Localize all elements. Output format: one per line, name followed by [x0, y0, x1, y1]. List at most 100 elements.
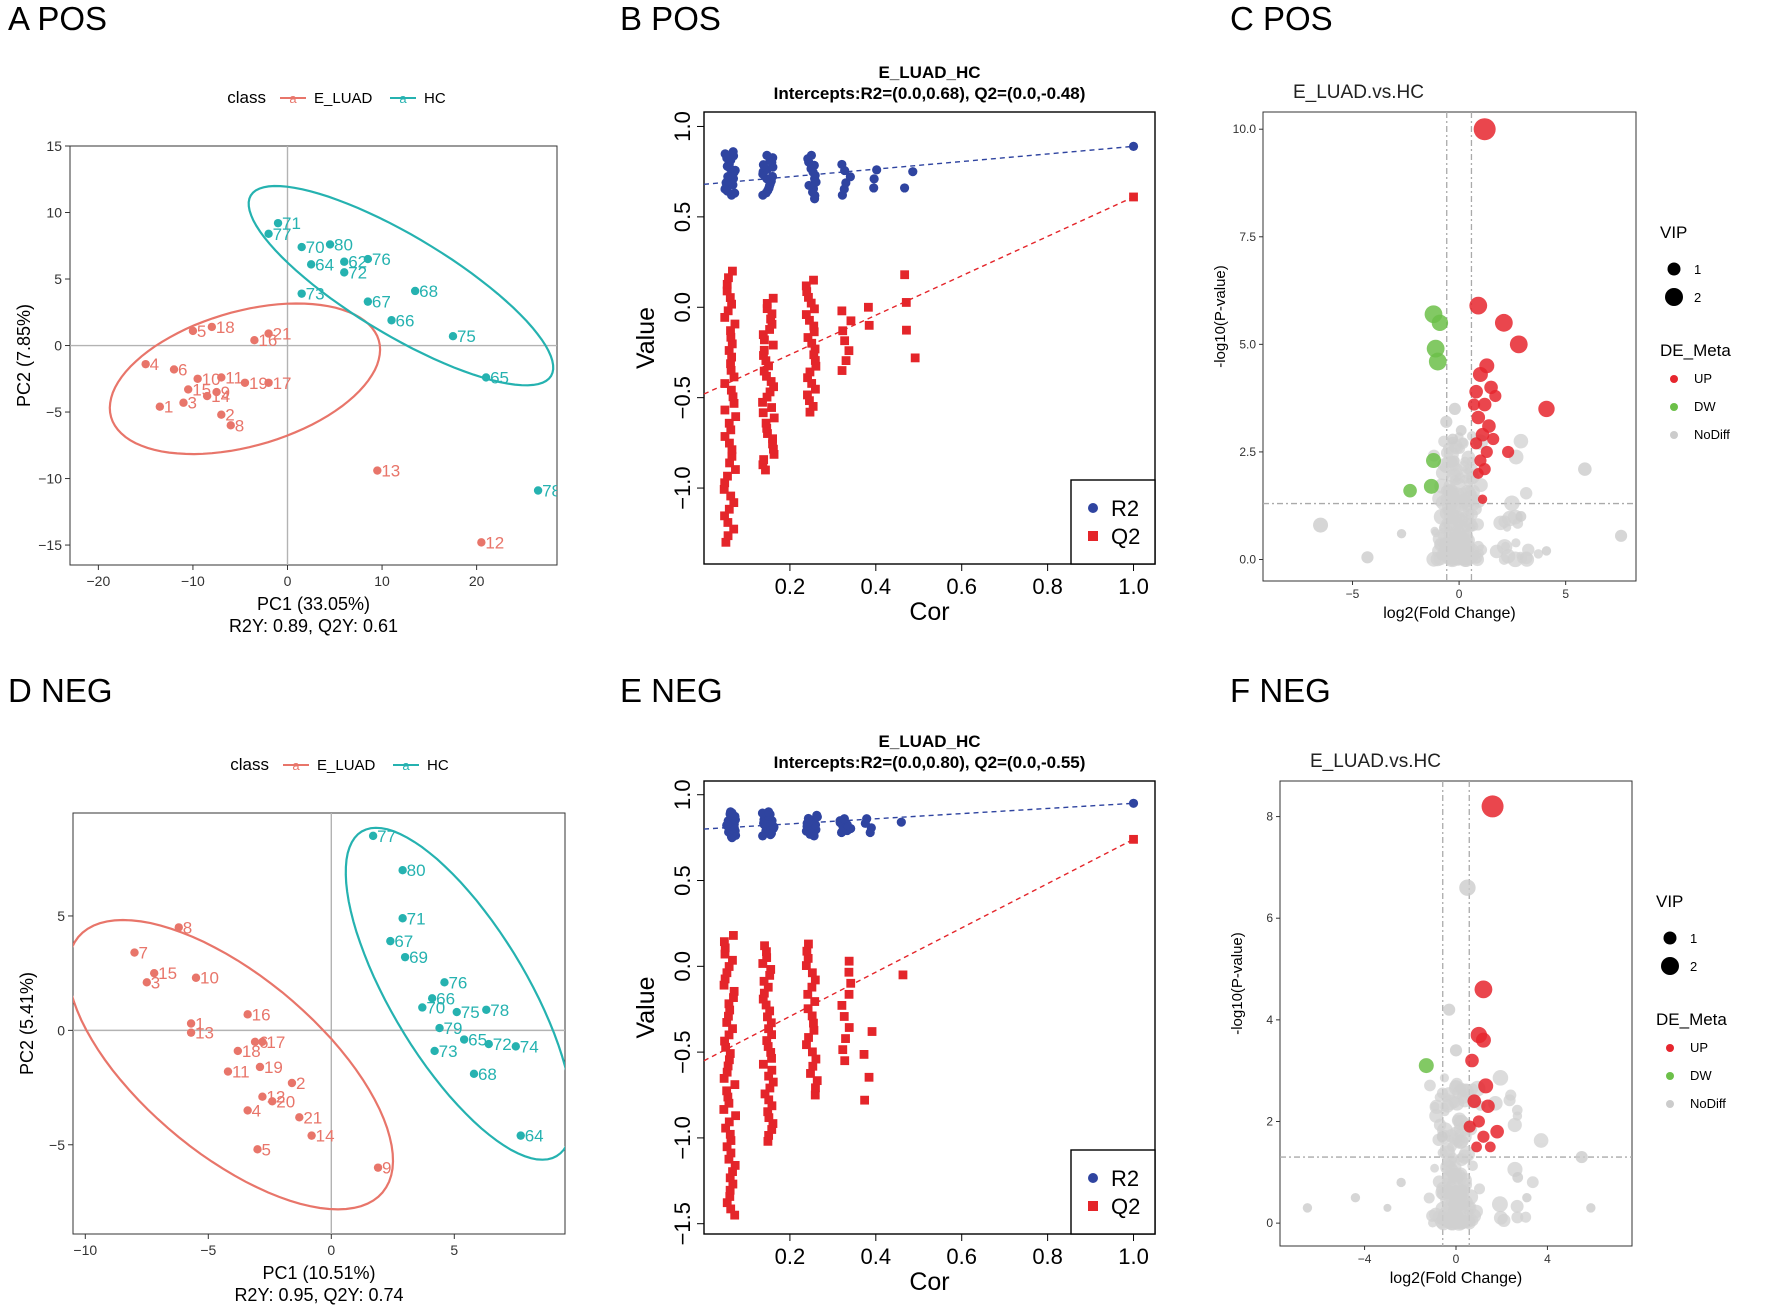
q2-point — [811, 384, 820, 394]
q2-point — [769, 382, 778, 392]
y-tick-label: 5.0 — [1239, 337, 1256, 351]
y-tick-label: 10 — [46, 205, 62, 221]
nodiff-point — [1462, 464, 1472, 474]
point-label: 11 — [232, 1063, 250, 1082]
r2-point — [839, 814, 849, 824]
panel-label: B POS — [620, 0, 721, 37]
nodiff-point — [1469, 501, 1479, 511]
nodiff-point — [1433, 1118, 1447, 1132]
legend-de-title: DE_Meta — [1660, 341, 1731, 360]
q2-point — [724, 418, 734, 428]
data-point — [511, 1042, 520, 1051]
point-label: 12 — [485, 533, 504, 552]
nodiff-point — [1505, 1089, 1517, 1101]
q2-point — [844, 967, 854, 977]
q2-point — [767, 1065, 777, 1075]
data-point — [287, 1078, 297, 1088]
nodiff-point — [1430, 1101, 1440, 1112]
legend-r2-key — [1088, 1173, 1098, 1183]
point-label: 21 — [303, 1108, 322, 1127]
q2-point — [803, 373, 812, 383]
legend-q2-key — [1088, 531, 1098, 541]
q2-point — [768, 444, 778, 454]
r2-point — [730, 188, 740, 198]
data-point — [273, 218, 283, 228]
q2-point — [864, 1072, 874, 1082]
nodiff-point — [1469, 550, 1483, 564]
chart-title: E_LUAD_HC — [878, 732, 980, 751]
nodiff-point — [1493, 1210, 1508, 1225]
plot-frame — [69, 145, 558, 566]
q2-point — [838, 326, 848, 336]
q2-point — [807, 968, 817, 978]
q2-point — [722, 1142, 732, 1152]
q2-point — [728, 1167, 737, 1177]
data-point — [179, 398, 188, 407]
nodiff-point — [1423, 1192, 1435, 1204]
panel-label: D NEG — [8, 672, 113, 709]
y-tick-label: 0.5 — [670, 865, 695, 896]
q2-point — [719, 1105, 729, 1114]
q2-point — [863, 302, 873, 312]
q2-point — [844, 346, 854, 356]
nodiff-point — [1431, 528, 1441, 538]
q2-point — [807, 379, 817, 388]
q2-point — [726, 491, 736, 501]
y-tick-label: −15 — [38, 537, 62, 553]
point-label: 72 — [348, 263, 367, 282]
data-point — [226, 421, 235, 430]
nodiff-point — [1511, 538, 1521, 548]
point-label: 71 — [407, 909, 426, 928]
legend-vip-label: 1 — [1690, 931, 1697, 946]
y-tick-label: 4 — [1266, 1013, 1273, 1027]
q2-point — [768, 434, 777, 444]
q2-point — [766, 1018, 776, 1028]
data-point — [477, 538, 486, 547]
q2-point — [727, 451, 737, 461]
r2-point — [720, 149, 730, 159]
y-tick-label: 0 — [54, 338, 62, 354]
point-label: 66 — [396, 311, 415, 330]
point-label: 10 — [200, 969, 219, 988]
r2-point — [763, 807, 774, 817]
x-tick-label: 0 — [1456, 587, 1463, 601]
nodiff-point — [1453, 1183, 1468, 1197]
data-point — [243, 1106, 252, 1115]
x-tick-label: 0.4 — [861, 574, 892, 599]
q2-point — [724, 1117, 734, 1127]
up-point — [1477, 494, 1488, 504]
legend-vip-label: 2 — [1690, 959, 1697, 974]
point-label: 17 — [266, 1033, 285, 1052]
dw-point — [1423, 478, 1439, 494]
nodiff-point — [1443, 505, 1455, 517]
q2-point — [807, 1047, 817, 1057]
nodiff-point — [1513, 433, 1529, 449]
q2-point — [721, 1123, 731, 1133]
q2-point — [803, 953, 813, 963]
q2-point — [727, 352, 737, 362]
r2-point — [899, 183, 910, 193]
data-point — [427, 994, 437, 1003]
q2-point — [812, 1076, 822, 1086]
x-tick-label: −5 — [200, 1242, 216, 1258]
q2-point — [721, 537, 731, 547]
q2-point — [864, 320, 874, 330]
point-label: 1 — [195, 1015, 204, 1034]
q2-point — [768, 293, 778, 303]
panel-label: F NEG — [1230, 672, 1331, 709]
y-tick-label: −0.5 — [670, 1030, 695, 1073]
q2-point — [809, 275, 818, 285]
q2-point — [808, 1061, 818, 1071]
nodiff-point — [1449, 467, 1463, 482]
data-point — [297, 289, 306, 298]
up-point — [1481, 795, 1504, 818]
q2-point — [766, 965, 776, 974]
q2-point — [726, 326, 735, 336]
q2-point — [806, 1069, 815, 1078]
q2-point — [723, 471, 732, 481]
nodiff-point — [1517, 553, 1528, 564]
q2-point — [765, 1083, 775, 1093]
q2-point — [763, 1107, 773, 1117]
q2-point — [810, 997, 820, 1006]
q2-point — [719, 937, 729, 947]
